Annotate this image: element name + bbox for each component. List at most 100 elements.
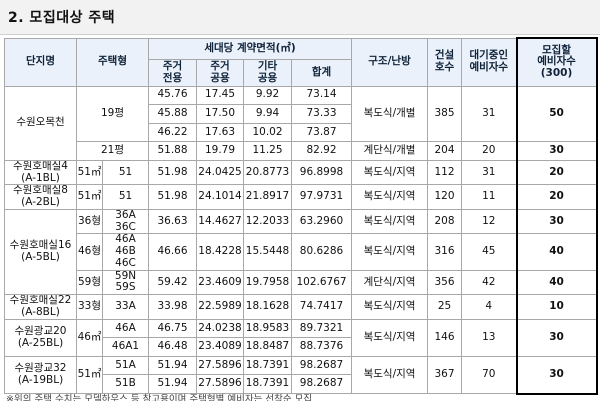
- cell-exclusive: 45.76: [148, 85, 198, 106]
- cell-recruit: 20: [515, 159, 598, 186]
- cell-exclusive: 33.98: [148, 294, 198, 320]
- cell-common: 23.4089: [196, 337, 245, 357]
- cell-total: 82.92: [291, 141, 353, 161]
- cell-common: 24.0238: [196, 318, 245, 339]
- cell-exclusive: 36.63: [148, 208, 198, 235]
- cell-waiting: 12: [461, 208, 518, 235]
- section-title: 2. 모집대상 주택: [8, 10, 116, 26]
- cell-waiting: 45: [461, 233, 518, 271]
- cell-size: 33형: [76, 294, 103, 320]
- cell-structure: 복도식/지역: [351, 355, 429, 395]
- cell-common: 19.79: [196, 141, 245, 161]
- cell-other-common: 21.8917: [243, 184, 293, 210]
- cell-common: 14.4627: [196, 208, 245, 235]
- cell-households: 356: [427, 269, 463, 296]
- cell-common: 27.5896: [196, 355, 245, 376]
- cell-size: 36형: [76, 208, 103, 235]
- cell-complex: 수원광교20 (A-25BL): [4, 318, 77, 357]
- cell-recruit: 30: [515, 355, 598, 395]
- cell-exclusive: 46.66: [148, 233, 198, 271]
- cell-complex: 수원호매실8 (A-2BL): [4, 184, 77, 210]
- cell-structure: 복도식/개별: [351, 85, 429, 143]
- cell-type: 46A 46B 46C: [101, 233, 150, 271]
- cell-size: 51㎡: [76, 159, 103, 186]
- cell-exclusive: 45.88: [148, 104, 198, 124]
- cell-structure: 복도식/지역: [351, 208, 429, 235]
- cell-households: 120: [427, 184, 463, 210]
- cell-type: 33A: [101, 294, 150, 320]
- cell-exclusive: 51.88: [148, 141, 198, 161]
- cell-complex: 수원호매실22 (A-8BL): [4, 294, 77, 320]
- table-row: 수원광교20 (A-25BL) 46㎡ 46A 46.75 24.0238 18…: [4, 318, 598, 357]
- cell-recruit: 30: [515, 318, 598, 357]
- header-housing-type: 주택형: [75, 37, 150, 87]
- header-common: 주거 공용: [196, 58, 245, 87]
- cell-exclusive: 46.75: [148, 318, 198, 339]
- cell-waiting: 4: [461, 294, 518, 320]
- cell-total: 102.6767: [291, 269, 353, 296]
- header-contract-area: 세대당 계약면적(㎡): [148, 37, 353, 60]
- cell-other-common: 18.8487: [243, 337, 293, 357]
- cell-recruit: 40: [515, 233, 598, 271]
- cell-other-common: 9.92: [243, 85, 293, 106]
- cell-complex: 수원호매실4 (A-1BL): [4, 159, 77, 186]
- cell-total: 97.9731: [291, 184, 353, 210]
- cell-size: 46형: [76, 233, 103, 271]
- cell-exclusive: 59.42: [148, 269, 198, 296]
- cell-waiting: 31: [461, 159, 518, 186]
- cell-size: 46㎡: [76, 318, 103, 357]
- cell-other-common: 18.7391: [243, 355, 293, 376]
- cell-other-common: 18.9583: [243, 318, 293, 339]
- cell-total: 63.2960: [291, 208, 353, 235]
- table-row: 59형 59N 59S 59.42 23.4609 19.7958 102.67…: [5, 269, 598, 296]
- cell-exclusive: 51.98: [148, 159, 198, 186]
- cell-type: 59N 59S: [101, 269, 150, 296]
- cell-total: 88.7376: [291, 337, 353, 357]
- header-waiting: 대기중인 예비자수: [461, 37, 518, 87]
- table-row: 21평 51.88 19.79 11.25 82.92 계단식/개별 204 2…: [5, 141, 598, 161]
- cell-households: 204: [427, 141, 463, 161]
- cell-recruit: 40: [515, 269, 598, 296]
- cell-other-common: 15.5448: [243, 233, 293, 271]
- footnote: ※위의 주택 수치는 모델하우스 등 참고용이며 주택형별 예비자는 선착순 모…: [6, 394, 313, 401]
- cell-recruit: 20: [515, 184, 598, 210]
- cell-total: 73.33: [291, 104, 353, 124]
- cell-structure: 계단식/개별: [351, 141, 429, 161]
- cell-other-common: 19.7958: [243, 269, 293, 296]
- cell-exclusive: 46.22: [148, 122, 198, 143]
- cell-other-common: 12.2033: [243, 208, 293, 235]
- cell-complex: 수원광교32 (A-19BL): [4, 355, 77, 395]
- cell-common: 24.1014: [196, 184, 245, 210]
- cell-structure: 계단식/지역: [351, 269, 429, 296]
- cell-size: 51㎡: [76, 184, 103, 210]
- cell-type: 21평: [75, 141, 150, 161]
- table-row: 46형 46A 46B 46C 46.66 18.4228 15.5448 80…: [5, 233, 598, 271]
- header-complex: 단지명: [4, 37, 77, 87]
- cell-waiting: 31: [461, 85, 518, 143]
- cell-total: 73.14: [291, 85, 353, 106]
- cell-households: 208: [427, 208, 463, 235]
- table-row: 수원호매실22 (A-8BL) 33형 33A 33.98 22.5989 18…: [4, 294, 598, 320]
- table-row: 수원광교32 (A-19BL) 51㎡ 51A 51.94 27.5896 18…: [4, 355, 598, 395]
- cell-common: 22.5989: [196, 294, 245, 320]
- table-row: 수원호매실8 (A-2BL) 51㎡ 51 51.98 24.1014 21.8…: [4, 184, 598, 210]
- cell-common: 18.4228: [196, 233, 245, 271]
- cell-size: 59형: [76, 269, 103, 296]
- cell-type: 36A 36C: [101, 208, 150, 235]
- cell-other-common: 20.8773: [243, 159, 293, 186]
- cell-common: 23.4609: [196, 269, 245, 296]
- cell-other-common: 10.02: [243, 122, 293, 143]
- cell-structure: 복도식/지역: [351, 184, 429, 210]
- cell-total: 80.6286: [291, 233, 353, 271]
- cell-households: 146: [427, 318, 463, 357]
- housing-table-container: 단지명 주택형 세대당 계약면적(㎡) 구조/난방 건설 호수 대기중인 예비자…: [4, 37, 598, 395]
- cell-total: 98.2687: [291, 374, 353, 394]
- table-row: 수원호매실4 (A-1BL) 51㎡ 51 51.98 24.0425 20.8…: [4, 159, 598, 186]
- cell-type: 51: [101, 184, 150, 210]
- cell-waiting: 20: [461, 141, 518, 161]
- cell-common: 17.50: [196, 104, 245, 124]
- cell-waiting: 70: [461, 355, 518, 395]
- cell-households: 25: [427, 294, 463, 320]
- cell-common: 24.0425: [196, 159, 245, 186]
- cell-other-common: 11.25: [243, 141, 293, 161]
